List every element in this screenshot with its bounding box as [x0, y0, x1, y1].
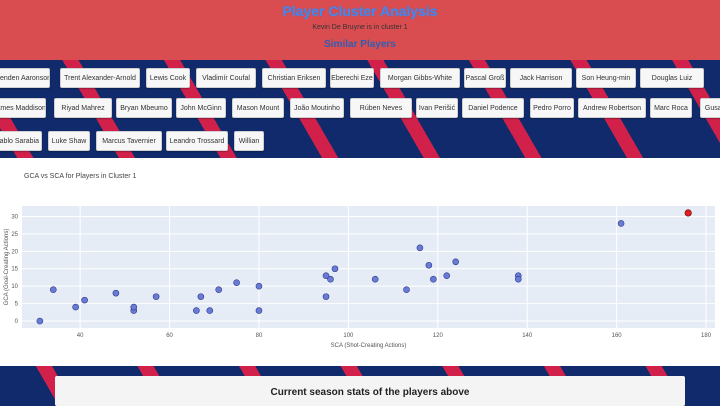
stats-title: Current season stats of the players abov…: [270, 387, 470, 398]
data-point[interactable]: [430, 275, 437, 283]
player-button[interactable]: Ivan Perišić: [416, 98, 458, 118]
player-button[interactable]: Douglas Luiz: [640, 68, 704, 88]
data-point[interactable]: [416, 244, 424, 252]
data-point[interactable]: [514, 275, 522, 283]
x-tick-label: 140: [522, 333, 533, 339]
y-tick-label: 0: [15, 319, 19, 325]
scatter-chart[interactable]: 40 60 80 100 120 140 160 180 0 5 10 15 20 25 30 SCA (Sh…: [0, 158, 720, 366]
y-tick-label: 30: [11, 214, 18, 220]
player-button[interactable]: Trent Alexander-Arnold: [60, 68, 140, 88]
x-tick-label: 80: [256, 333, 263, 339]
player-button[interactable]: Marcus Tavernier: [96, 131, 162, 151]
data-point[interactable]: [72, 303, 79, 311]
cluster-subtitle: Kevin De Bruyne is in cluster 1: [312, 24, 408, 31]
data-point[interactable]: [112, 289, 120, 297]
data-point[interactable]: [425, 261, 433, 269]
player-button[interactable]: Morgan Gibbs-White: [380, 68, 460, 88]
x-tick-label: 60: [166, 333, 173, 339]
data-point[interactable]: [206, 307, 214, 314]
player-button[interactable]: Brenden Aaronson: [0, 68, 50, 88]
player-button[interactable]: Rúben Neves: [350, 98, 412, 118]
player-button[interactable]: Andrew Robertson: [578, 98, 646, 118]
data-point[interactable]: [193, 307, 200, 314]
chart-title: GCA vs SCA for Players in Cluster 1: [24, 173, 137, 180]
data-point[interactable]: [81, 296, 88, 304]
x-tick-label: 100: [343, 333, 354, 339]
player-button[interactable]: Willian: [234, 131, 264, 151]
data-point[interactable]: [130, 303, 138, 311]
data-point[interactable]: [452, 258, 459, 266]
x-tick-label: 160: [612, 333, 623, 339]
header-banner: Player Cluster Analysis Kevin De Bruyne …: [0, 0, 720, 60]
data-point[interactable]: [197, 293, 205, 300]
data-point[interactable]: [255, 307, 263, 314]
player-button[interactable]: James Maddison: [0, 98, 46, 118]
x-tick-label: 120: [433, 333, 444, 339]
data-point[interactable]: [255, 282, 263, 290]
player-button[interactable]: Bryan Mbeumo: [116, 98, 172, 118]
player-button[interactable]: Riyad Mahrez: [54, 98, 112, 118]
data-point[interactable]: [322, 272, 330, 280]
y-tick-label: 5: [15, 302, 19, 308]
y-tick-label: 10: [11, 284, 18, 290]
y-tick-label: 20: [11, 249, 18, 255]
data-point[interactable]: [371, 275, 379, 283]
data-point[interactable]: [617, 220, 625, 227]
player-button[interactable]: Luke Shaw: [48, 131, 90, 151]
y-tick-label: 25: [11, 232, 18, 238]
player-button[interactable]: Son Heung-min: [576, 68, 636, 88]
plot-area: [22, 206, 715, 328]
page-title: Player Cluster Analysis: [282, 3, 438, 19]
data-point[interactable]: [331, 265, 339, 273]
x-tick-label: 180: [701, 333, 712, 339]
data-point[interactable]: [215, 286, 223, 293]
player-button[interactable]: João Moutinho: [290, 98, 344, 118]
player-button[interactable]: Jack Harrison: [510, 68, 572, 88]
data-point[interactable]: [49, 286, 57, 293]
player-button[interactable]: Daniel Podence: [462, 98, 524, 118]
player-button[interactable]: Pascal Groß: [464, 68, 506, 88]
player-button[interactable]: Eberechi Eze: [330, 68, 374, 88]
data-point[interactable]: [36, 317, 44, 325]
data-point[interactable]: [233, 279, 240, 286]
x-tick-label: 40: [77, 333, 84, 339]
data-point[interactable]: [443, 272, 451, 280]
player-button[interactable]: Lewis Cook: [146, 68, 190, 88]
data-point[interactable]: [327, 275, 334, 283]
player-button[interactable]: John McGinn: [176, 98, 226, 118]
player-button[interactable]: Christian Eriksen: [262, 68, 326, 88]
y-axis-label: GCA (Goal-Creating Actions): [4, 229, 10, 306]
player-button[interactable]: Pedro Porro: [530, 98, 574, 118]
data-point[interactable]: [152, 293, 160, 300]
player-button[interactable]: Pablo Sarabia: [0, 131, 42, 151]
x-axis-label: SCA (Shot-Creating Actions): [331, 343, 407, 349]
similar-players-heading: Similar Players: [324, 39, 396, 50]
data-point[interactable]: [322, 293, 330, 300]
player-button[interactable]: Gusay: [700, 98, 720, 118]
player-button[interactable]: Marc Roca: [650, 98, 692, 118]
player-button[interactable]: Mason Mount: [232, 98, 284, 118]
player-button[interactable]: Leandro Trossard: [166, 131, 228, 151]
player-button[interactable]: Vladimír Coufal: [196, 68, 256, 88]
y-tick-label: 15: [11, 267, 18, 273]
data-point[interactable]: [403, 286, 410, 293]
highlight-point[interactable]: [684, 209, 692, 217]
